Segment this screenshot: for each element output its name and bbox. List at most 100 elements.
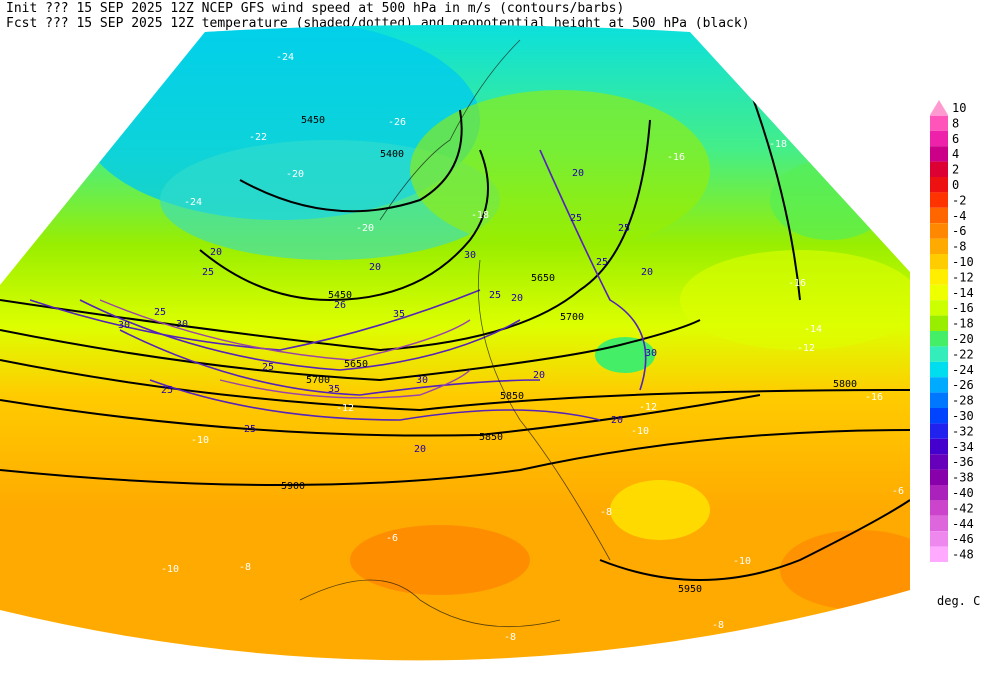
temperature-label: -22 (249, 132, 267, 143)
height-label: 5700 (560, 312, 584, 323)
colorbar-label: -22 (952, 347, 974, 361)
colorbar-swatch (930, 454, 948, 470)
wind-label: 20 (611, 415, 623, 426)
colorbar-swatch (930, 269, 948, 285)
wind-label: 35 (393, 309, 405, 320)
wind-label: 25 (202, 267, 214, 278)
wind-label: 26 (334, 300, 346, 311)
height-label: 5650 (531, 273, 555, 284)
temperature-label: -20 (356, 223, 374, 234)
colorbar-swatch (930, 469, 948, 485)
colorbar-swatch (930, 500, 948, 516)
temperature-label: -16 (865, 392, 883, 403)
height-label: 5950 (678, 584, 702, 595)
height-label: 5650 (344, 359, 368, 370)
colorbar-label: -28 (952, 394, 974, 408)
height-label: 5850 (479, 432, 503, 443)
colorbar-label: 8 (952, 116, 959, 130)
wind-label: 35 (328, 384, 340, 395)
colorbar-label: -38 (952, 471, 974, 485)
temperature-label: -12 (797, 343, 815, 354)
colorbar-label: -2 (952, 193, 966, 207)
wind-label: 30 (176, 319, 188, 330)
colorbar-swatch (930, 485, 948, 501)
colorbar-label: 2 (952, 163, 959, 177)
colorbar-label: -26 (952, 378, 974, 392)
temperature-label: -16 (667, 152, 685, 163)
colorbar-swatch (930, 408, 948, 424)
wind-label: 25 (154, 307, 166, 318)
colorbar-label: -48 (952, 548, 974, 562)
height-label: 5450 (328, 290, 352, 301)
temperature-label: -20 (286, 169, 304, 180)
height-label: 5450 (301, 115, 325, 126)
colorbar-swatch (930, 223, 948, 239)
height-label: 5900 (281, 481, 305, 492)
wind-label: 30 (645, 348, 657, 359)
temperature-label: -24 (184, 197, 202, 208)
colorbar-label: -36 (952, 455, 974, 469)
wind-label: 20 (572, 168, 584, 179)
temperature-label: -10 (191, 435, 209, 446)
colorbar-label: -44 (952, 517, 974, 531)
colorbar-unit: deg. C (937, 594, 980, 608)
wind-label: 25 (596, 257, 608, 268)
temperature-label: -8 (600, 507, 612, 518)
colorbar-label: 6 (952, 132, 959, 146)
colorbar-swatch (930, 254, 948, 270)
wind-label: 25 (262, 362, 274, 373)
temperature-label: -26 (388, 117, 406, 128)
colorbar-swatch (930, 315, 948, 331)
colorbar-label: -4 (952, 209, 966, 223)
wind-label: 20 (641, 267, 653, 278)
colorbar-swatch (930, 192, 948, 208)
wind-label: 30 (118, 320, 130, 331)
colorbar-swatch (930, 146, 948, 162)
temperature-label: -6 (892, 486, 904, 497)
colorbar-swatch (930, 361, 948, 378)
temperature-label: -8 (712, 620, 724, 631)
wind-label: 25 (489, 290, 501, 301)
colorbar-swatch (930, 130, 948, 147)
colorbar-label: 10 (952, 101, 966, 115)
temperature-label: -18 (471, 210, 489, 221)
colorbar-swatch (930, 377, 948, 393)
colorbar-swatch (930, 161, 948, 177)
wind-label: 25 (244, 424, 256, 435)
temperature-label: -14 (804, 324, 822, 335)
colorbar-swatch (930, 284, 948, 301)
colorbar-label: -20 (952, 332, 974, 346)
wind-label: 30 (464, 250, 476, 261)
temperature-label: -10 (161, 564, 179, 575)
colorbar-swatch (930, 546, 948, 562)
wind-label: 30 (416, 375, 428, 386)
colorbar-swatch (930, 177, 948, 193)
colorbar-swatch (930, 438, 948, 455)
colorbar-label: -16 (952, 301, 974, 315)
temperature-label: -6 (386, 533, 398, 544)
wind-label: 20 (210, 247, 222, 258)
height-label: 5850 (500, 391, 524, 402)
wind-label: 20 (511, 293, 523, 304)
colorbar-label: -8 (952, 240, 966, 254)
colorbar-swatch (930, 331, 948, 347)
colorbar-swatch (930, 115, 948, 131)
temperature-label: -12 (336, 403, 354, 414)
colorbar-label: -32 (952, 424, 974, 438)
temperature-label: -8 (239, 562, 251, 573)
wind-label: 20 (533, 370, 545, 381)
height-label: 5700 (306, 375, 330, 386)
map-area (0, 25, 910, 661)
colorbar-label: -14 (952, 286, 974, 300)
colorbar-swatch (930, 515, 948, 532)
colorbar-swatch (930, 238, 948, 254)
colorbar-swatch (930, 300, 948, 316)
colorbar-swatch (930, 207, 948, 224)
colorbar-label: -46 (952, 532, 974, 546)
colorbar-label: 4 (952, 147, 959, 161)
temperature-label: -16 (788, 278, 806, 289)
colorbar-label: -34 (952, 440, 974, 454)
colorbar-label: -24 (952, 363, 974, 377)
colorbar-swatch (930, 531, 948, 547)
